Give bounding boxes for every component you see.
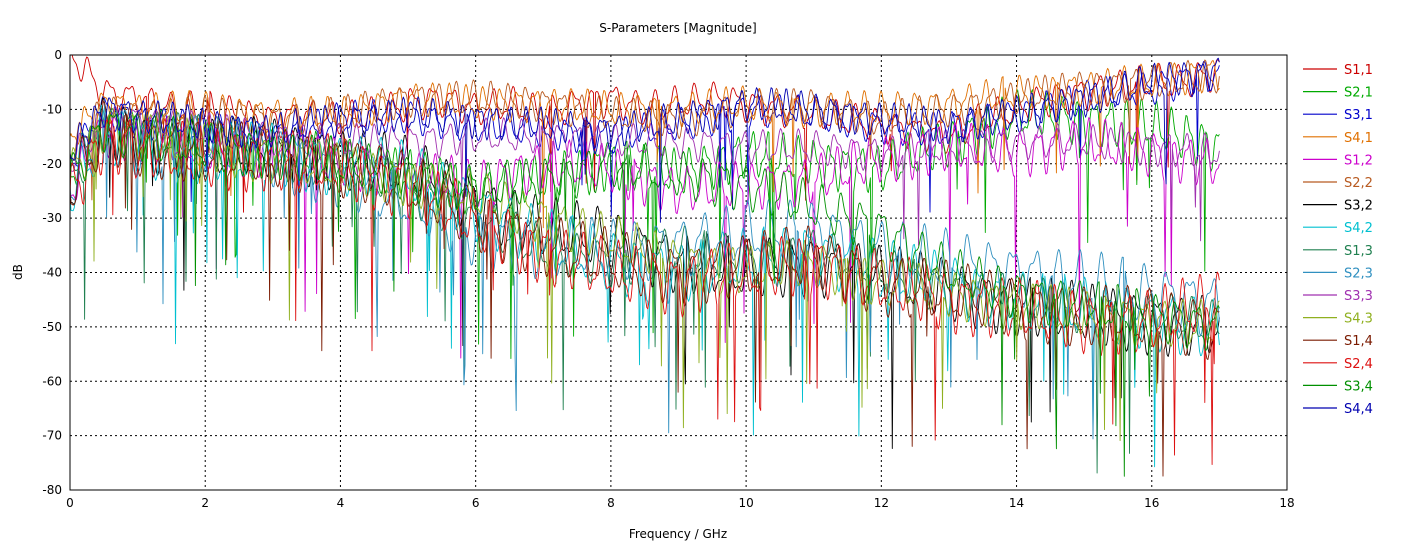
axis-ticks: 0 2 4 6 8 10 12 14 16 18 0 -10 -20 -30 -40 -50 -60 -70 -80 xyxy=(42,48,1294,510)
y-tick-label: -70 xyxy=(42,429,62,443)
legend-label: S3,4 xyxy=(1344,379,1373,394)
legend-label: S3,2 xyxy=(1344,199,1373,214)
legend-label: S3,3 xyxy=(1344,289,1373,304)
x-tick-label: 16 xyxy=(1144,496,1159,510)
y-tick-label: -80 xyxy=(42,483,62,497)
y-tick-label: -20 xyxy=(42,157,62,171)
x-tick-label: 18 xyxy=(1279,496,1294,510)
legend-label: S2,2 xyxy=(1344,176,1373,191)
x-tick-label: 6 xyxy=(472,496,480,510)
chart-title: S-Parameters [Magnitude] xyxy=(599,21,756,35)
x-tick-label: 12 xyxy=(874,496,889,510)
y-tick-label: -30 xyxy=(42,211,62,225)
series-line-S1-4 xyxy=(69,101,1220,477)
x-axis-label: Frequency / GHz xyxy=(629,527,727,541)
legend-label: S1,2 xyxy=(1344,153,1373,168)
y-tick-label: -60 xyxy=(42,374,62,388)
series-line-S1-1 xyxy=(70,54,1220,213)
legend-label: S3,1 xyxy=(1344,108,1373,123)
legend-label: S4,3 xyxy=(1344,312,1373,327)
legend-label: S1,4 xyxy=(1344,334,1373,349)
x-tick-label: 2 xyxy=(201,496,209,510)
series-line-S4-1 xyxy=(69,60,1220,229)
series-line-S3-4 xyxy=(69,113,1220,477)
x-tick-label: 8 xyxy=(607,496,615,510)
legend-label: S2,1 xyxy=(1344,86,1373,101)
plot-area xyxy=(69,54,1220,477)
series-line-S3-1 xyxy=(69,60,1220,219)
x-tick-label: 10 xyxy=(738,496,753,510)
series-line-S3-3 xyxy=(69,105,1220,246)
series-line-S4-3 xyxy=(69,112,1220,442)
y-axis-label: dB xyxy=(11,264,25,280)
x-tick-label: 4 xyxy=(337,496,345,510)
legend-label: S4,4 xyxy=(1344,402,1373,417)
legend-label: S1,3 xyxy=(1344,244,1373,259)
y-tick-label: 0 xyxy=(54,48,62,62)
series-line-S4-4 xyxy=(69,57,1220,223)
x-tick-label: 0 xyxy=(66,496,74,510)
legend: S1,1 S2,1 S3,1 S4,1 S1,2 S2,2 S3,2 S4,2 S1,3 S2,3… xyxy=(1303,63,1373,417)
legend-label: S2,4 xyxy=(1344,357,1373,372)
y-tick-label: -10 xyxy=(42,102,62,116)
legend-label: S4,1 xyxy=(1344,131,1373,146)
series-line-S1-2 xyxy=(69,115,1220,359)
x-tick-label: 14 xyxy=(1009,496,1024,510)
plot-frame xyxy=(69,54,1288,491)
y-tick-label: -40 xyxy=(42,266,62,280)
legend-label: S2,3 xyxy=(1344,266,1373,281)
series-line-S2-4 xyxy=(69,118,1220,465)
legend-label: S4,2 xyxy=(1344,221,1373,236)
series-line-S2-2 xyxy=(69,59,1220,201)
legend-label: S1,1 xyxy=(1344,63,1373,78)
series-line-S3-2 xyxy=(69,97,1220,449)
y-tick-label: -50 xyxy=(42,320,62,334)
